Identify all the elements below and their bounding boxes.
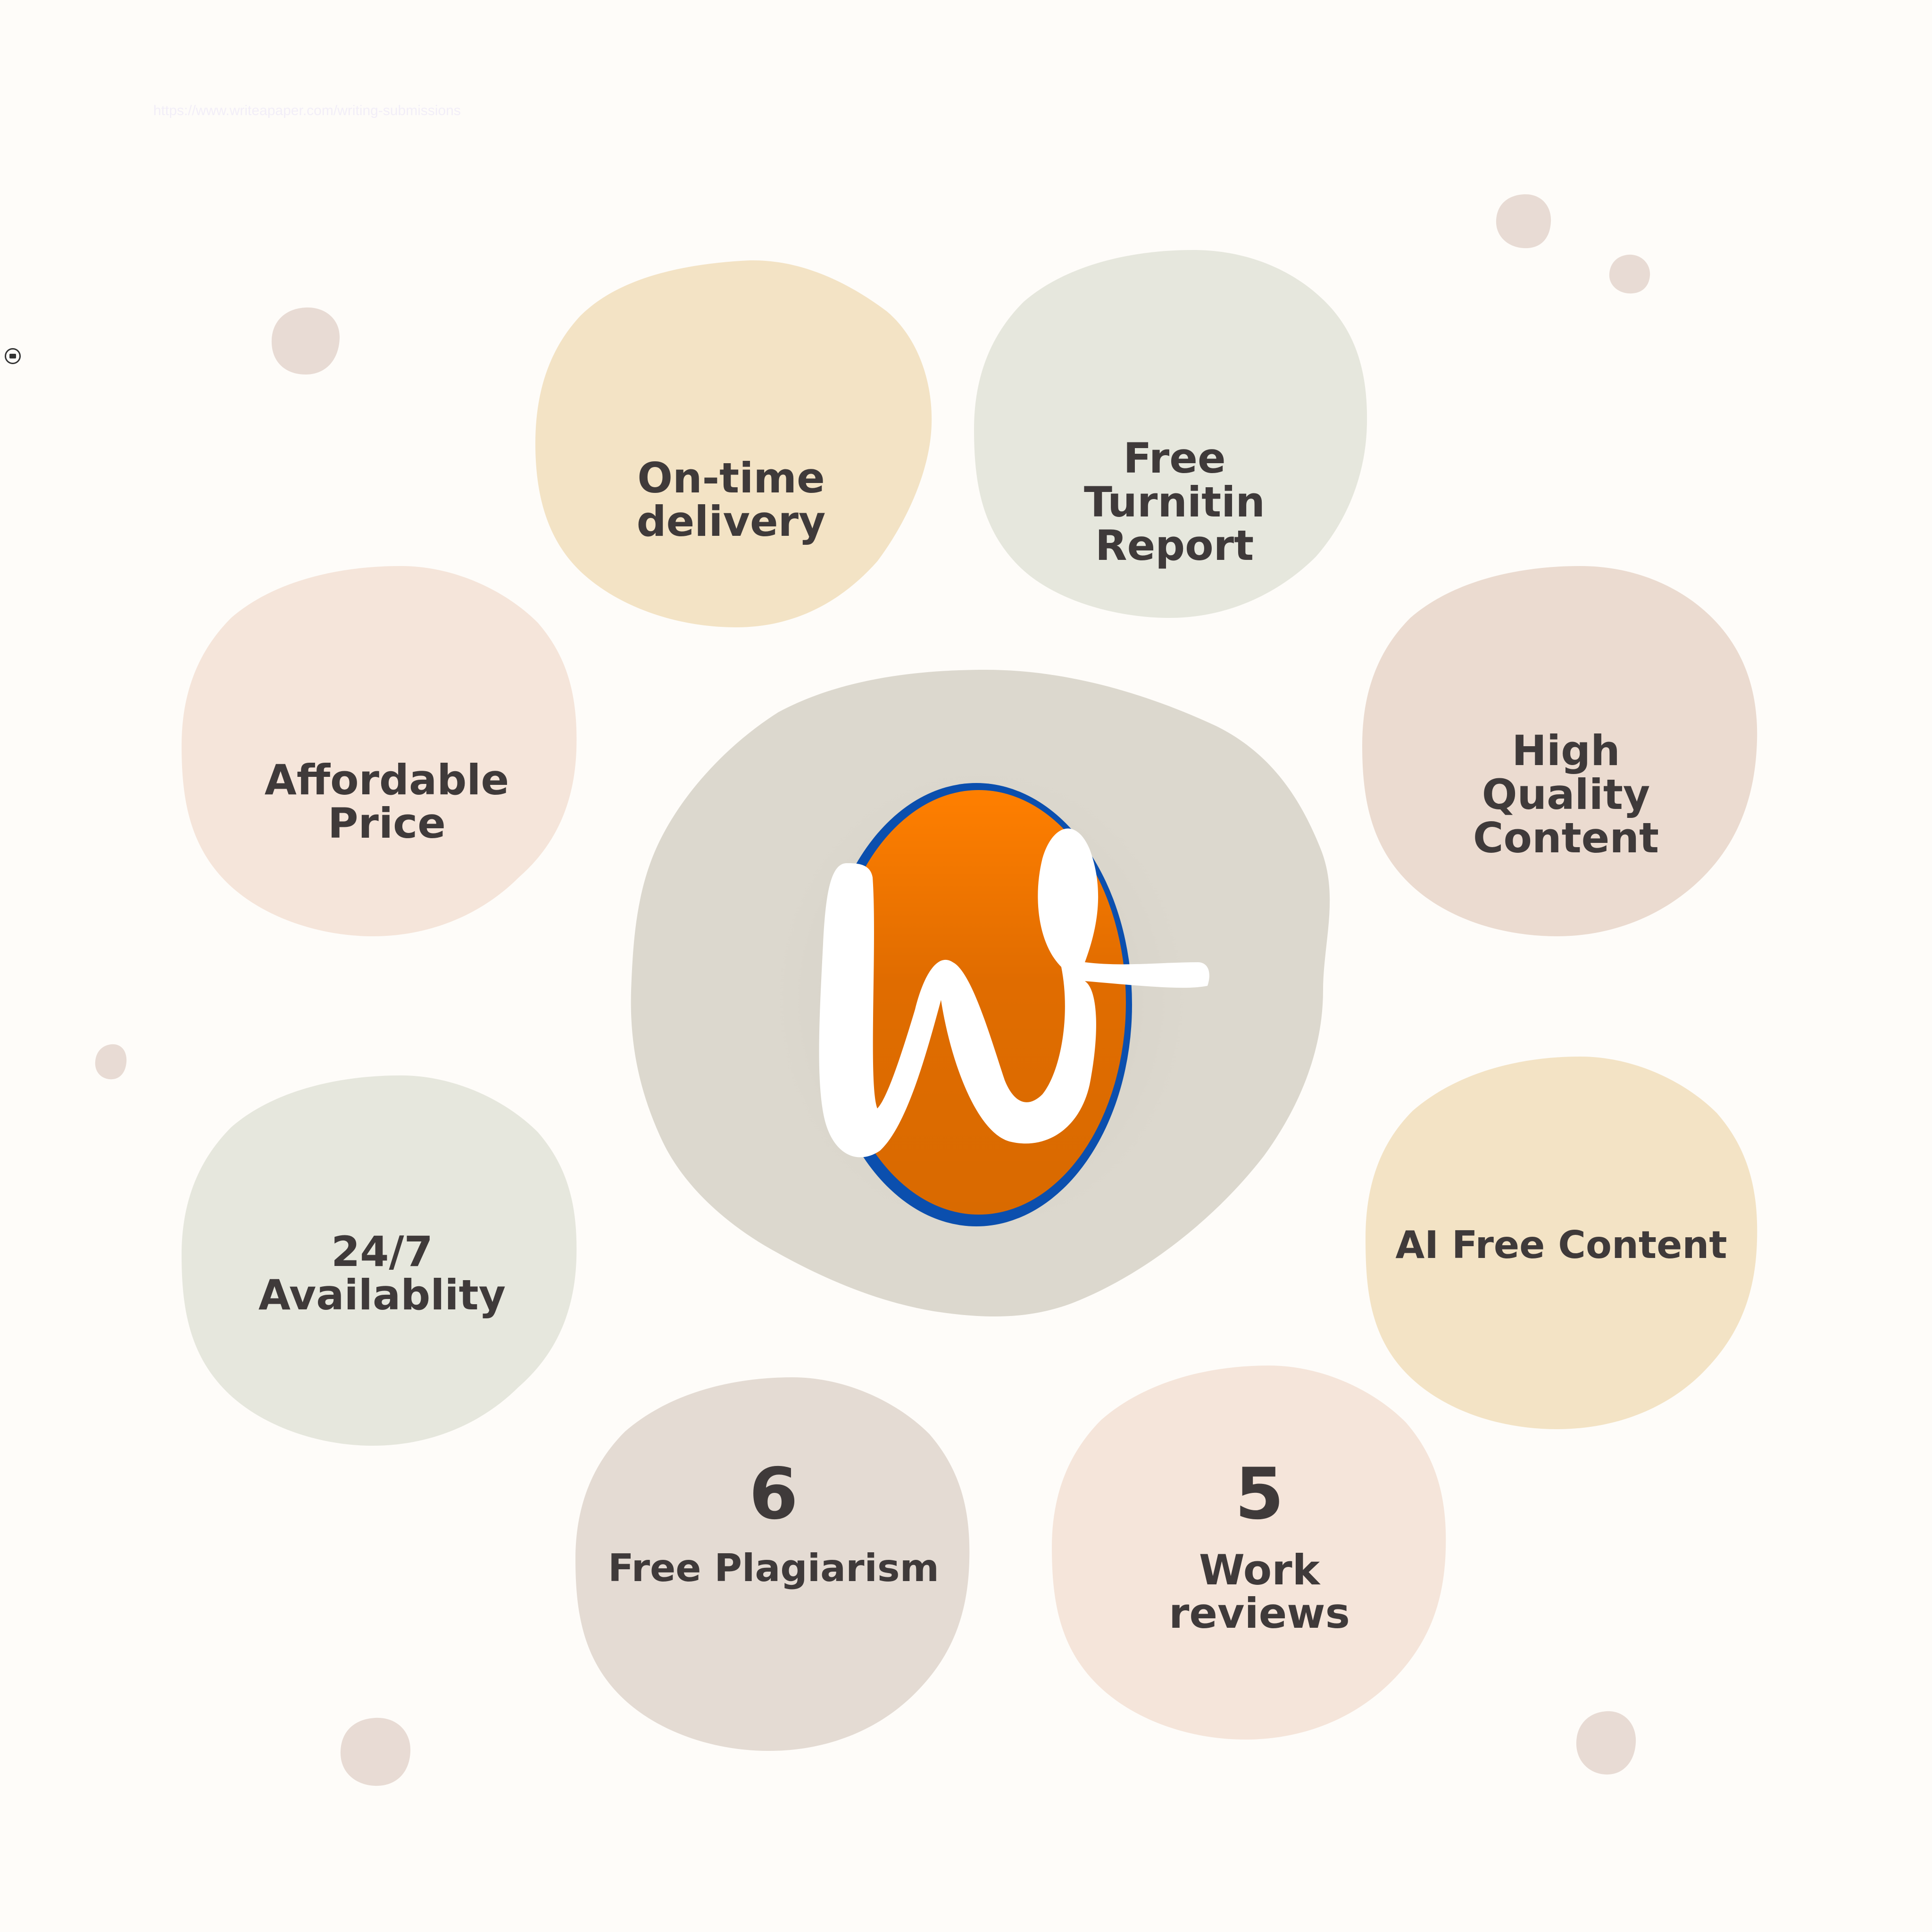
bubble-turnitin (974, 250, 1367, 618)
feature-reviews-text: 5 Work reviews (1080, 1434, 1439, 1660)
feature-label-line: AI Free Content (1395, 1223, 1727, 1267)
feature-label-line: Quality (1482, 770, 1650, 819)
bubble-quality (1362, 566, 1757, 936)
decor-dot (95, 1044, 127, 1080)
bubble-affordable (182, 566, 577, 936)
feature-label-line: Price (328, 799, 446, 848)
feature-on-time-text: On-time delivery (557, 439, 906, 561)
feature-label-line: Affordable (264, 755, 509, 804)
bubble-plagiarism (575, 1377, 970, 1751)
feature-label-line: High (1512, 726, 1620, 775)
bubble-on-time (535, 260, 932, 627)
feature-turnitin-text: Free Turnitin Report (995, 425, 1354, 580)
decor-dot (271, 307, 340, 375)
decor-dot (1496, 194, 1551, 249)
feature-quality-text: High Quality Content (1382, 717, 1750, 873)
feature-label-line: On-time (637, 453, 825, 502)
decor-dot (1609, 254, 1650, 294)
decor-dot (340, 1717, 411, 1786)
feature-label-line: Report (1095, 521, 1254, 570)
feature-ai-free-text: AI Free Content (1366, 1208, 1757, 1283)
bubble-reviews (1052, 1366, 1446, 1740)
bubble-ai-free (1366, 1057, 1757, 1429)
feature-label-line: Content (1473, 814, 1659, 863)
feature-label-line: 24/7 (331, 1227, 433, 1276)
feature-plagiarism-text: 6 Free Plagiarism (578, 1424, 969, 1623)
decor-dot (1576, 1711, 1636, 1775)
feature-label-line: Turnitin (1083, 477, 1266, 526)
bubble-availability (182, 1075, 577, 1446)
feature-label-line: delivery (636, 497, 826, 546)
feature-affordable-text: Affordable Price (203, 741, 571, 863)
feature-label-line: reviews (1169, 1589, 1350, 1638)
feature-number: 5 (1234, 1453, 1284, 1535)
feature-availability-text: 24/7 Availablity (198, 1212, 566, 1335)
feature-label-line: Work (1199, 1545, 1320, 1594)
source-url-text[interactable]: https://www.writeapaper.com/writing-subm… (153, 103, 461, 118)
feature-label-line: Free Plagiarism (608, 1546, 939, 1590)
feature-label-line: Free (1123, 434, 1226, 483)
mail-icon[interactable] (5, 348, 21, 364)
feature-number: 6 (749, 1453, 799, 1535)
w-script-logo-icon (745, 736, 1217, 1264)
feature-label-line: Availablity (258, 1271, 506, 1319)
